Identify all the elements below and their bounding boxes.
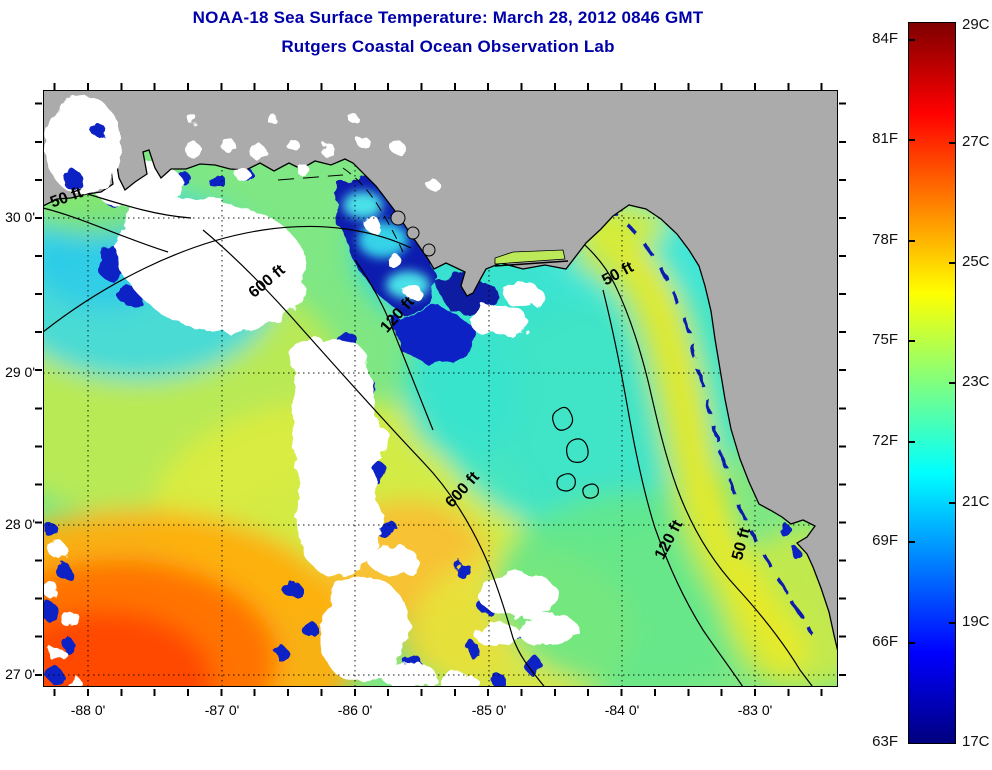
colorbar-tick xyxy=(949,262,955,264)
colorbar-f-label: 63F xyxy=(872,733,898,750)
figure-title: NOAA-18 Sea Surface Temperature: March 2… xyxy=(192,8,704,27)
coastal-cold-fringe xyxy=(602,203,815,636)
x-tick-label: -84 0' xyxy=(604,702,640,718)
y-tick-label: 29 0' xyxy=(5,364,35,380)
colorbar-tick xyxy=(949,382,955,384)
x-axis-ticks-bottom xyxy=(43,689,838,696)
colorbar-c-label: 23C xyxy=(962,373,990,390)
colorbar-tick xyxy=(909,240,915,242)
land-mass xyxy=(43,90,838,653)
colorbar-c-label: 17C xyxy=(962,733,990,750)
colorbar-tick xyxy=(909,340,915,342)
x-axis-ticks-top xyxy=(43,83,838,90)
colorbar-tick xyxy=(949,502,955,504)
colorbar-tick xyxy=(909,441,915,443)
sst-map-canvas: 50 ft 600 ft 120 ft 50 ft 600 ft 120 ft … xyxy=(43,90,838,687)
colorbar-tick xyxy=(949,142,955,144)
colorbar-c-label: 27C xyxy=(962,133,990,150)
colorbar-tick xyxy=(909,642,915,644)
map-plot-area: 50 ft 600 ft 120 ft 50 ft 600 ft 120 ft … xyxy=(43,90,838,687)
colorbar-f-label: 81F xyxy=(872,130,898,147)
y-tick-label: 30 0' xyxy=(5,209,35,225)
x-tick-label: -86 0' xyxy=(337,702,373,718)
colorbar-tick xyxy=(949,622,955,624)
cloud-over-land-layer xyxy=(45,95,439,195)
barrier-island xyxy=(494,260,569,267)
colorbar-tick xyxy=(909,139,915,141)
figure-subtitle: Rutgers Coastal Ocean Observation Lab xyxy=(281,37,615,56)
colorbar-f-label: 75F xyxy=(872,331,898,348)
land-layer xyxy=(43,90,838,653)
colorbar-celsius-scale: 29C 27C 25C 23C 21C 19C 17C xyxy=(962,16,992,750)
colorbar-c-label: 29C xyxy=(962,16,990,33)
y-tick-label: 27 0' xyxy=(5,666,35,682)
x-tick-label: -87 0' xyxy=(204,702,240,718)
y-axis-ticks-right xyxy=(839,90,846,687)
colorbar-f-label: 72F xyxy=(872,432,898,449)
colorbar-f-label: 66F xyxy=(872,633,898,650)
colorbar-tick xyxy=(909,541,915,543)
colorbar-c-label: 19C xyxy=(962,613,990,630)
depth-contour-lines xyxy=(43,181,814,687)
x-tick-label: -85 0' xyxy=(471,702,507,718)
y-axis-ticks-left xyxy=(35,90,42,687)
temperature-colorbar xyxy=(908,22,956,744)
colorbar-tick xyxy=(909,39,915,41)
colorbar-f-label: 69F xyxy=(872,532,898,549)
cloud-layer xyxy=(43,160,578,687)
colorbar-f-label: 78F xyxy=(872,231,898,248)
coastal-lagoon xyxy=(494,249,566,265)
colorbar-f-label: 84F xyxy=(872,30,898,47)
colorbar-c-label: 21C xyxy=(962,493,990,510)
y-tick-label: 28 0' xyxy=(5,516,35,532)
x-tick-label: -83 0' xyxy=(737,702,773,718)
x-tick-label: -88 0' xyxy=(70,702,106,718)
colorbar-fahrenheit-scale: 84F 81F 78F 75F 72F 69F 66F 63F xyxy=(852,22,902,750)
barrier-island-chain xyxy=(342,167,404,253)
colorbar-c-label: 25C xyxy=(962,253,990,270)
